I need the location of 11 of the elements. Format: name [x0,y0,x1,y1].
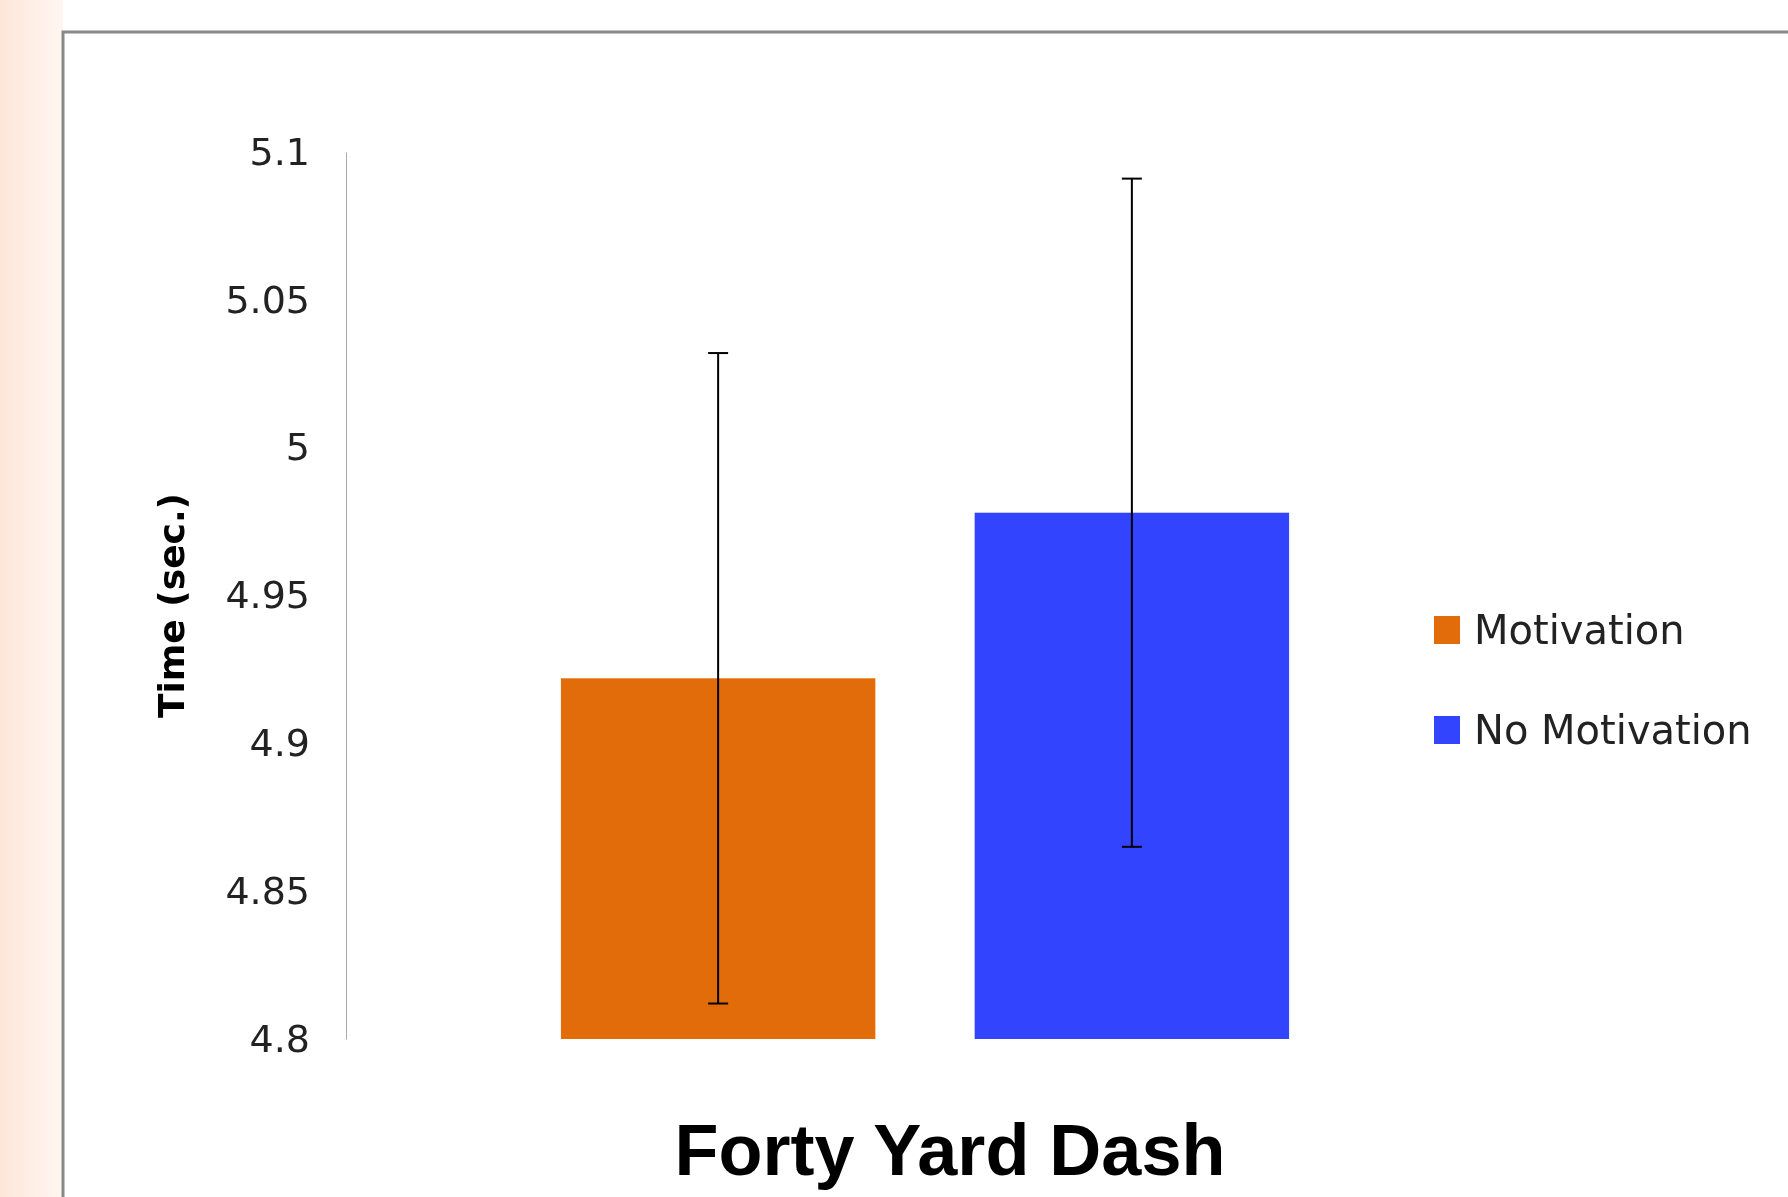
legend-label: Motivation [1474,607,1685,653]
y-tick-label: 5.1 [249,129,310,174]
y-tick-label: 4.95 [225,573,310,618]
y-tick-label: 4.85 [225,868,310,913]
text: Forty Yard Dash [674,1110,1226,1190]
y-axis-title: Time (sec.) [151,492,192,719]
y-tick-label: 4.8 [249,1016,310,1061]
y-tick-label: 4.9 [249,720,310,765]
y-tick-label: 5.05 [225,277,310,322]
y-tick-label: 5 [285,425,310,470]
legend-label: No Motivation [1474,707,1752,753]
